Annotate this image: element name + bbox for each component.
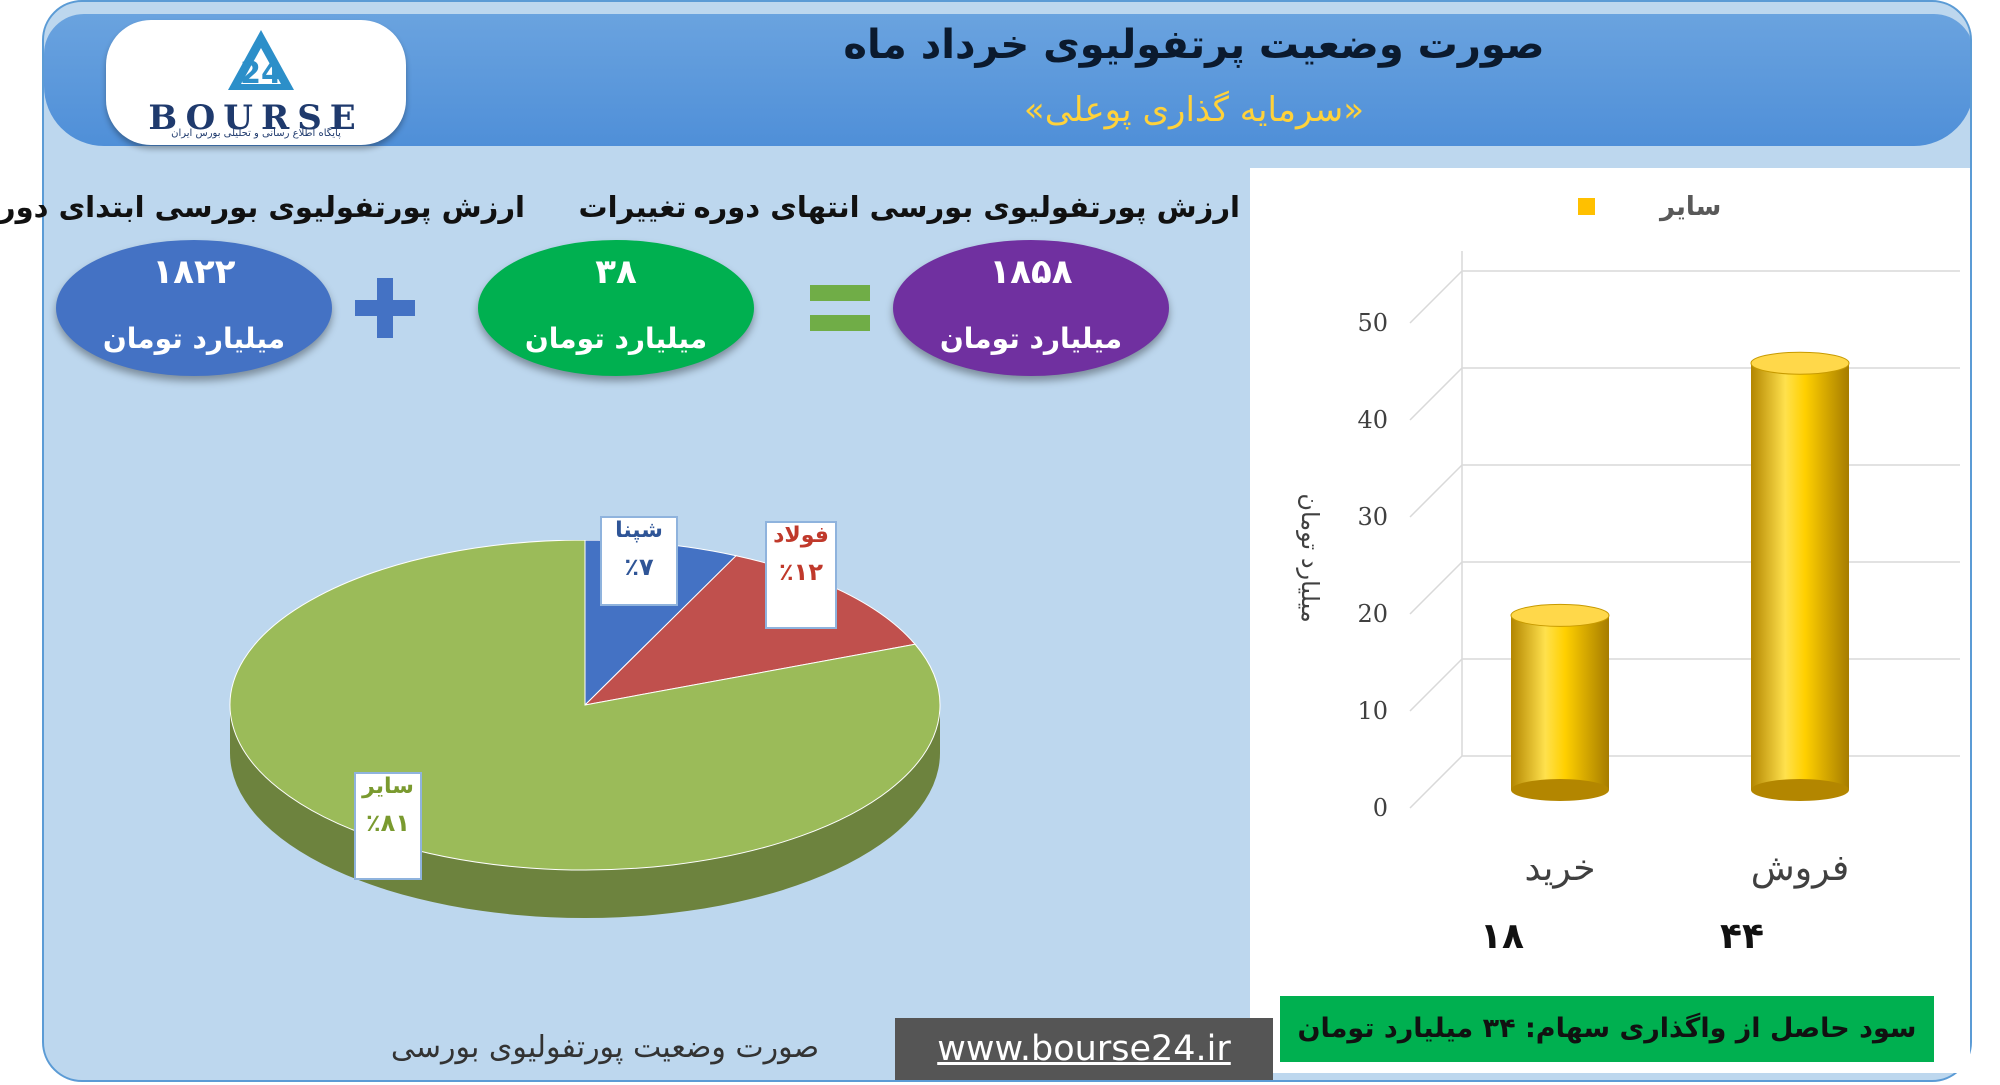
- y-tick-2: 20: [1357, 600, 1388, 628]
- grid-diag-4: [1409, 367, 1463, 421]
- kpi-change-ellipse: ۳۸ میلیارد تومان: [478, 240, 754, 376]
- kpi-end-ellipse: ۱۸۵۸ میلیارد تومان: [893, 240, 1169, 376]
- pie-label-foolad-pct: ٪۱۲: [779, 558, 823, 586]
- kpi-change-unit: میلیارد تومان: [524, 322, 708, 355]
- bar-0: [1511, 615, 1609, 790]
- x-category-1: فروش: [1751, 848, 1849, 889]
- bar-top-1: [1750, 351, 1850, 375]
- pie-label-shepna-pct: ٪۷: [624, 553, 654, 581]
- equals-icon: [810, 285, 870, 335]
- x-category-0: خرید: [1524, 848, 1595, 889]
- bar-base-1: [1751, 779, 1849, 801]
- svg-text:24: 24: [240, 56, 282, 91]
- y-tick-5: 50: [1357, 309, 1388, 337]
- bar-base-0: [1511, 779, 1609, 801]
- y-tick-4: 40: [1357, 406, 1388, 434]
- grid-diag-5: [1409, 270, 1463, 324]
- logo-tagline: پایگاه اطلاع رسانی و تحلیلی بورس ایران: [171, 128, 341, 139]
- bourse24-logo[interactable]: 24 BOURSE پایگاه اطلاع رسانی و تحلیلی بو…: [106, 20, 406, 145]
- y-axis-label: میلیارد تومان: [1296, 493, 1324, 622]
- grid-diag-3: [1409, 464, 1463, 518]
- portfolio-pie-chart: [229, 540, 941, 918]
- legend-label: سایر: [1658, 192, 1721, 222]
- bar-value-label-0: ۱۸: [1480, 916, 1524, 957]
- kpi-change-label: تغییرات: [578, 190, 687, 224]
- kpi-start-unit: میلیارد تومان: [102, 322, 286, 355]
- y-tick-1: 10: [1357, 697, 1388, 725]
- bar-chart-panel: 0 10 20 30 40 50 میلیارد تومان سایر خرید ۱۸ فروش ۴۴: [1250, 168, 1970, 1073]
- page-title: صورت وضعیت پرتفولیوی خرداد ماه: [843, 22, 1545, 68]
- grid-diag-2: [1409, 561, 1463, 615]
- kpi-start-ellipse: ۱۸۲۲ میلیارد تومان: [56, 240, 332, 376]
- pie-label-foolad-name: فولاد: [773, 523, 829, 548]
- website-link[interactable]: www.bourse24.ir: [895, 1018, 1273, 1080]
- pie-label-foolad: فولاد ٪۱۲: [765, 521, 837, 629]
- footer-caption: صورت وضعیت پورتفولیوی بورسی: [390, 1030, 820, 1065]
- y-tick-0: 0: [1373, 794, 1388, 822]
- bar-1: [1751, 363, 1849, 790]
- bar-value-label-1: ۴۴: [1720, 916, 1764, 957]
- pie-label-other: سایر ٪۸۱: [354, 772, 422, 880]
- logo-word: BOURSE: [148, 98, 364, 138]
- kpi-end-label: ارزش پورتفولیوی بورسی انتهای دوره: [693, 190, 1240, 224]
- profit-summary: سود حاصل از واگذاری سهام: ۳۴ میلیارد توم…: [1280, 996, 1934, 1062]
- pie-label-shepna: شپنا ٪۷: [600, 516, 678, 606]
- pie-label-other-pct: ٪۸۱: [366, 809, 410, 837]
- page-subtitle: «سرمایه گذاری پوعلی»: [1023, 90, 1365, 130]
- kpi-end-unit: میلیارد تومان: [939, 322, 1123, 355]
- kpi-start-label: ارزش پورتفولیوی بورسی ابتدای دوره: [0, 190, 525, 224]
- plus-icon: [355, 278, 415, 338]
- grid-diag-0: [1409, 755, 1463, 809]
- legend-swatch: [1578, 198, 1595, 215]
- pie-label-shepna-name: شپنا: [615, 518, 663, 543]
- kpi-change-value: ۳۸: [595, 252, 637, 292]
- kpi-end-value: ۱۸۵۸: [989, 252, 1073, 292]
- bar-top-0: [1510, 603, 1610, 627]
- pie-label-other-name: سایر: [362, 774, 414, 799]
- kpi-start-value: ۱۸۲۲: [152, 252, 236, 292]
- logo-mark-icon: 24: [228, 30, 294, 91]
- grid-diag-1: [1409, 658, 1463, 712]
- y-tick-3: 30: [1357, 503, 1388, 531]
